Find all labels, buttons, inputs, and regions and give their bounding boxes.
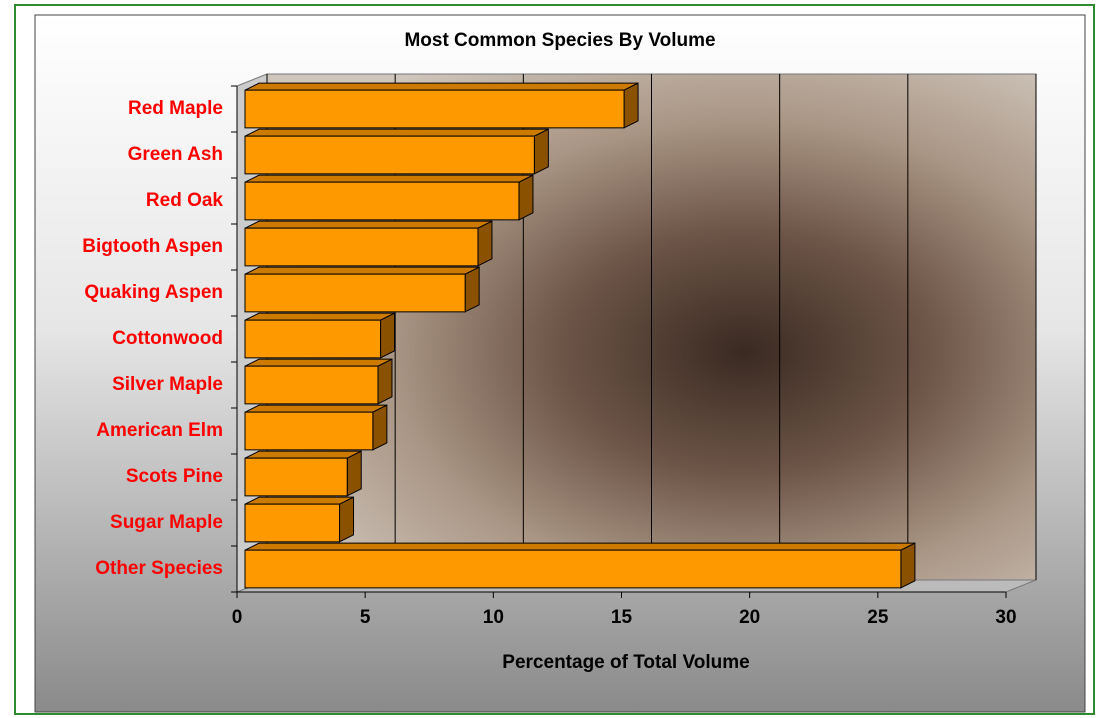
- bar-top: [244, 266, 480, 275]
- bar-top: [244, 312, 395, 321]
- bar-side: [518, 174, 534, 221]
- bar-top: [244, 128, 549, 137]
- bar: [244, 549, 902, 589]
- y-tick-label: Other Species: [95, 558, 223, 579]
- bar-top: [244, 220, 493, 229]
- y-tick-label: Silver Maple: [112, 374, 223, 395]
- bar: [244, 457, 348, 497]
- bar-side: [372, 404, 388, 451]
- bar-top: [244, 82, 639, 91]
- x-tick-label: 15: [611, 607, 633, 628]
- bar-top: [244, 404, 388, 413]
- bar-side: [533, 128, 549, 175]
- y-tick-label: Scots Pine: [126, 466, 223, 487]
- y-tick-label: American Elm: [96, 420, 223, 441]
- bar-top: [244, 174, 534, 183]
- bar: [244, 227, 479, 267]
- x-axis-title: Percentage of Total Volume: [502, 652, 749, 673]
- bar-top: [244, 496, 354, 505]
- bar-side: [464, 266, 480, 313]
- x-tick-label: 10: [483, 607, 504, 628]
- bar: [244, 411, 374, 451]
- bar-side: [339, 496, 355, 543]
- y-tick-label: Bigtooth Aspen: [82, 236, 223, 257]
- bar-side: [900, 542, 916, 589]
- y-tick-label: Red Oak: [146, 190, 224, 211]
- bar: [244, 365, 379, 405]
- x-tick-label: 30: [995, 607, 1016, 628]
- bar-side: [623, 82, 639, 129]
- bar: [244, 273, 466, 313]
- x-tick-label: 0: [232, 607, 243, 628]
- y-tick-label: Cottonwood: [112, 328, 223, 349]
- x-tick-label: 5: [360, 607, 371, 628]
- bar: [244, 89, 625, 129]
- bar: [244, 181, 520, 221]
- bar-side: [477, 220, 493, 267]
- frame: [14, 4, 1095, 715]
- bar-top: [244, 542, 916, 551]
- bar-top: [244, 358, 393, 367]
- x-tick-label: 25: [867, 607, 889, 628]
- y-tick-label: Sugar Maple: [110, 512, 223, 533]
- bar: [244, 503, 341, 543]
- bar-top: [244, 450, 362, 459]
- y-tick-label: Green Ash: [128, 144, 223, 165]
- y-tick-label: Red Maple: [128, 98, 223, 119]
- bar: [244, 135, 535, 175]
- chart-title: Most Common Species By Volume: [404, 30, 715, 51]
- x-tick-label: 20: [739, 607, 760, 628]
- y-tick-label: Quaking Aspen: [84, 282, 223, 303]
- bar: [244, 319, 382, 359]
- plot: 0 5 10 15 20 25 30 Red Maple Green Ash Red Oak Big…: [82, 73, 1037, 628]
- bar-side: [377, 358, 393, 405]
- bar-side: [380, 312, 396, 359]
- bar-side: [346, 450, 362, 497]
